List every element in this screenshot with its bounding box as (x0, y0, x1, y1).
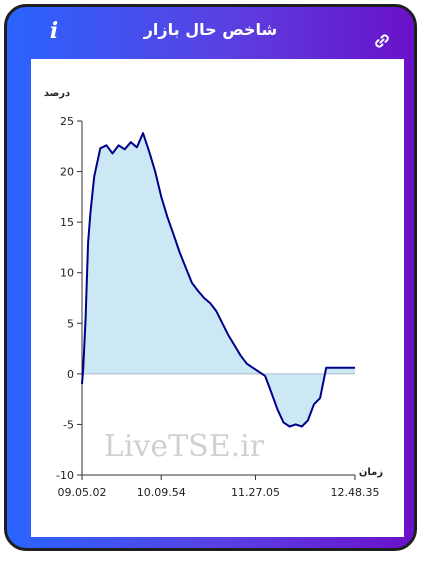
info-icon[interactable]: i (49, 18, 59, 44)
y-tick-label: 5 (67, 317, 74, 330)
chart-panel: LiveTSE.ir 25 20 15 10 5 0 -5 -10 09.05.02 10.09.… (31, 59, 404, 537)
y-tick-label: 15 (60, 216, 74, 229)
plot-area: 25 20 15 10 5 0 -5 -10 09.05.02 10.09.54 11.27.05 1… (56, 115, 379, 499)
watermark: LiveTSE.ir (104, 429, 265, 464)
market-index-card: i شاخص حال بازار LiveTSE.ir 25 20 15 10 5 0 -5… (4, 4, 417, 551)
y-tick-label: -10 (56, 469, 74, 482)
area-chart: LiveTSE.ir 25 20 15 10 5 0 -5 -10 09.05.02 10.09.… (44, 88, 384, 499)
y-tick-label: 20 (60, 166, 74, 179)
x-tick-label: 11.27.05 (231, 486, 280, 499)
card-header: i شاخص حال بازار (7, 7, 414, 59)
x-tick-label: 12.48.35 (331, 486, 380, 499)
y-tick-label: 0 (67, 368, 74, 381)
series-area (82, 133, 355, 427)
y-tick-label: -5 (63, 418, 74, 431)
y-tick-label: 10 (60, 267, 74, 280)
y-axis-label: درصد (44, 88, 70, 99)
series-line (81, 132, 355, 428)
link-icon[interactable] (372, 31, 392, 51)
x-tick-label: 10.09.54 (137, 486, 186, 499)
x-axis-label: زمان (359, 467, 383, 478)
y-tick-label: 25 (60, 115, 74, 128)
x-tick-label: 09.05.02 (58, 486, 107, 499)
card-title: شاخص حال بازار (143, 20, 278, 39)
